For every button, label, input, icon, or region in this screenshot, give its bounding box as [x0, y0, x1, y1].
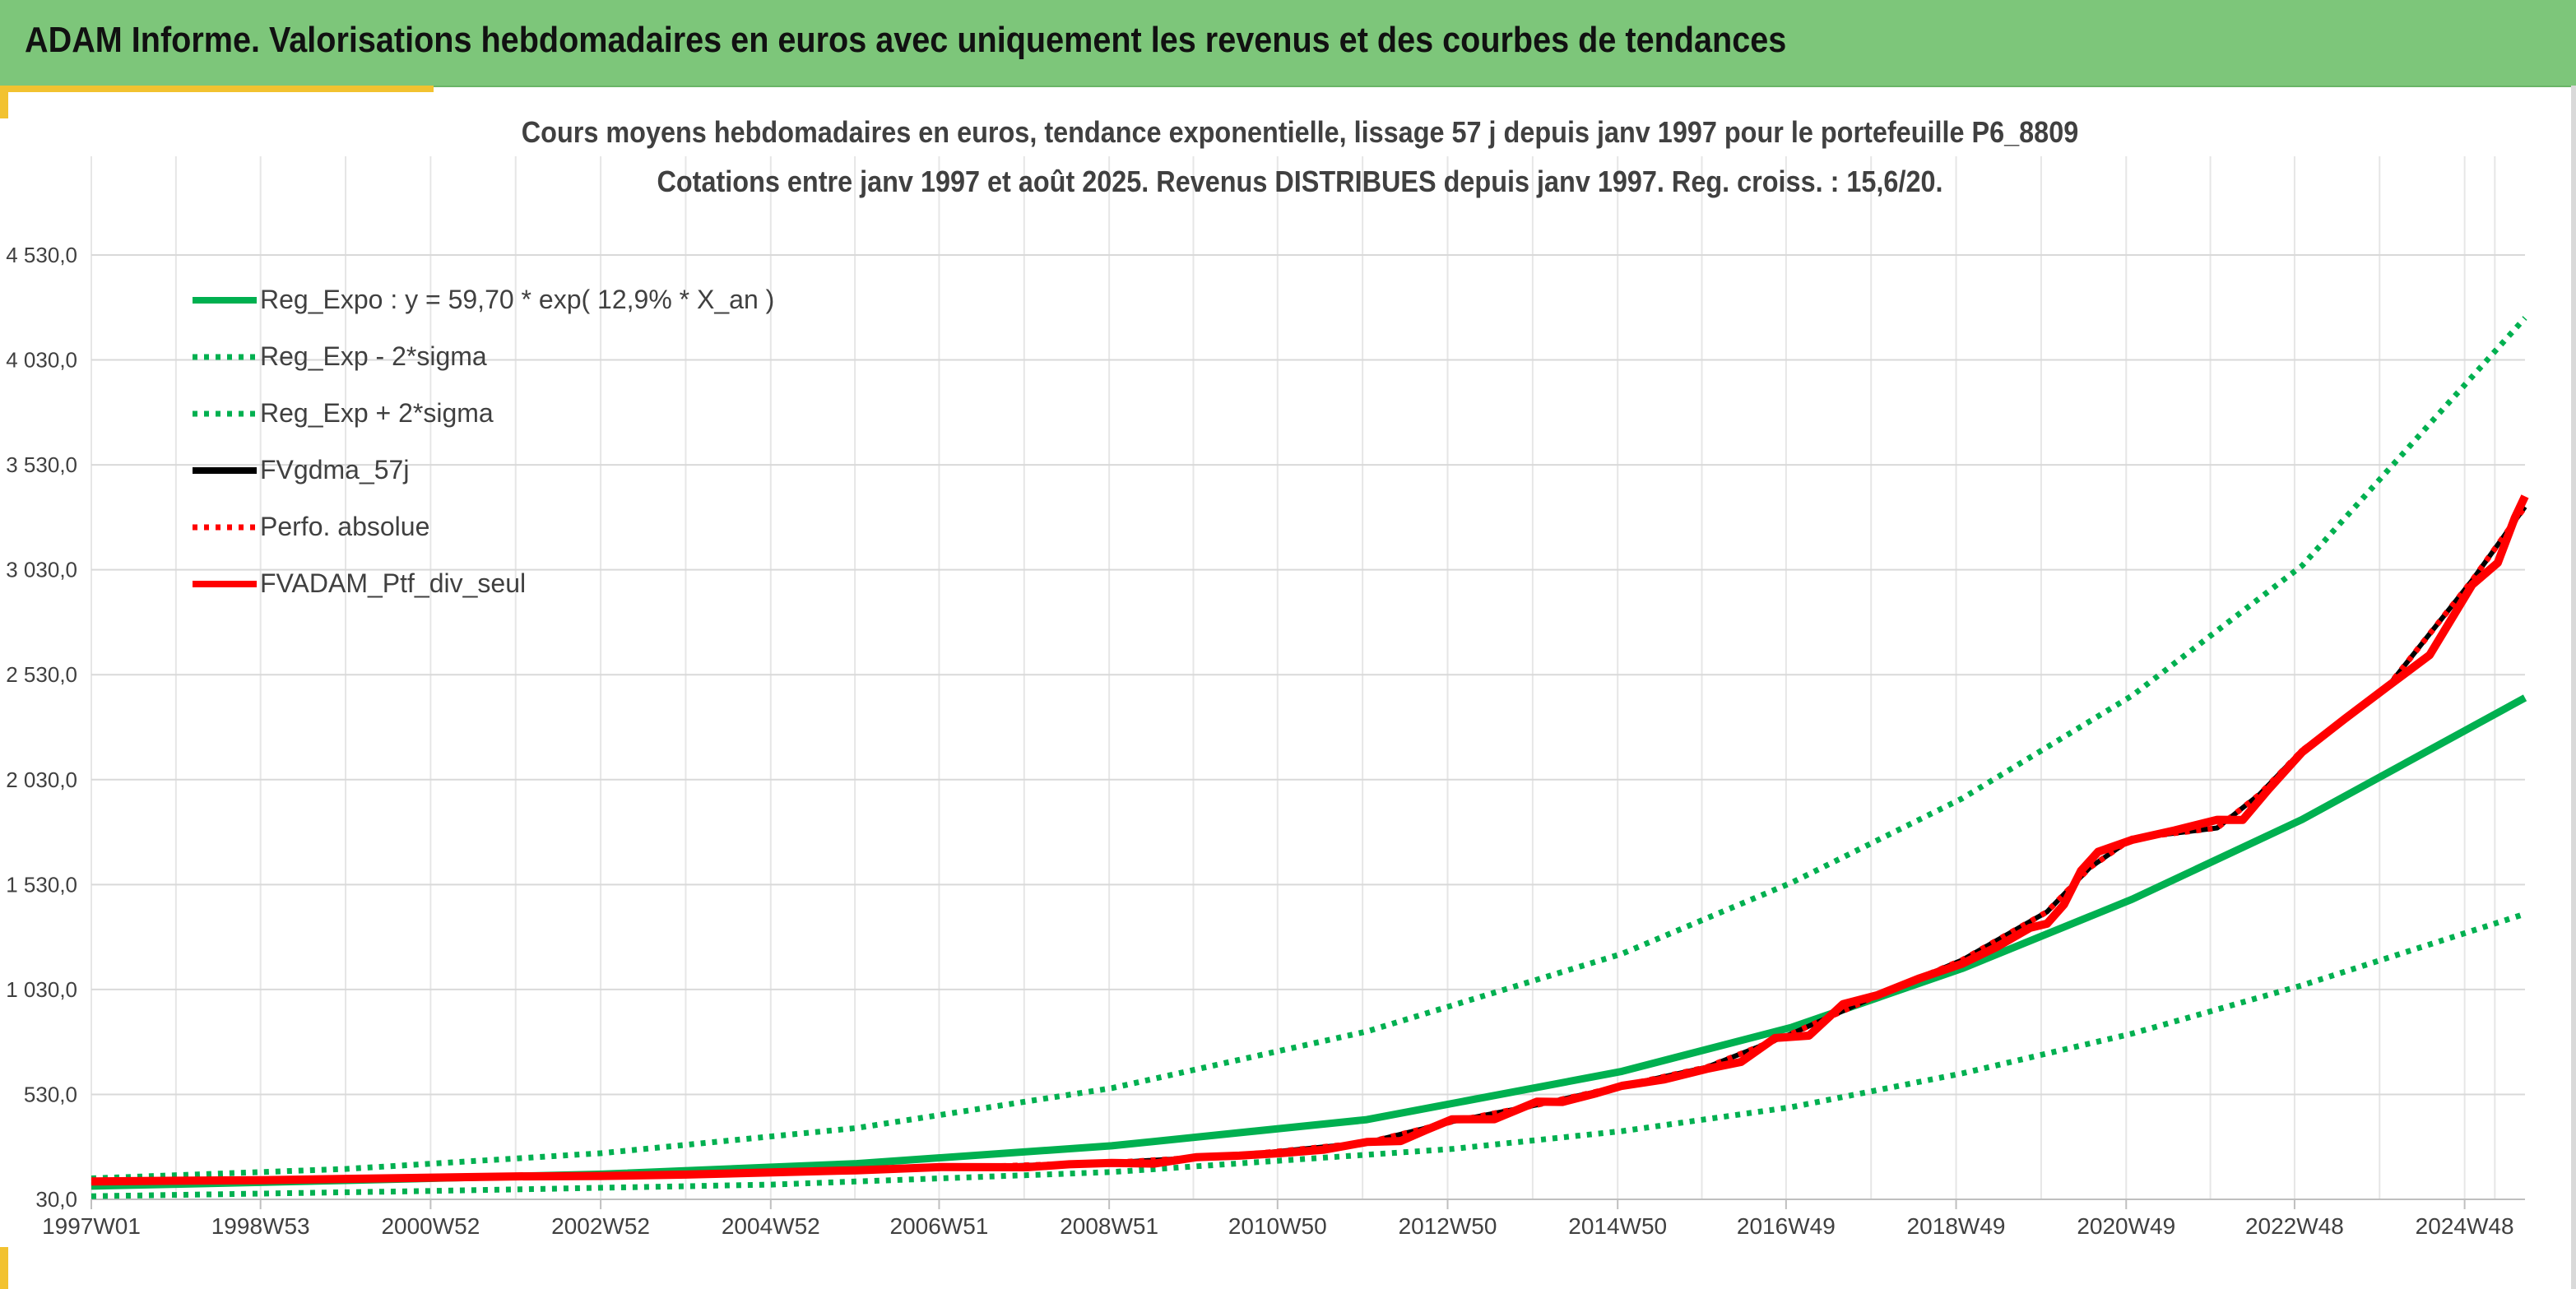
- legend-item: FVADAM_Ptf_div_seul: [191, 555, 774, 612]
- legend-item: Reg_Exp + 2*sigma: [191, 385, 774, 442]
- legend-label: Reg_Exp - 2*sigma: [260, 341, 487, 371]
- y-tick-label: 1 030,0: [6, 977, 77, 1002]
- x-tick-label: 2002W52: [551, 1213, 650, 1239]
- x-tick-label: 2000W52: [381, 1213, 480, 1239]
- accent-bar-top: [0, 86, 434, 92]
- banner-title: ADAM Informe. Valorisations hebdomadaire…: [25, 20, 1787, 60]
- accent-bar-left-bottom: [0, 1247, 8, 1289]
- legend-swatch: [193, 466, 257, 474]
- series-line-0: [91, 694, 2527, 1190]
- y-tick-label: 1 530,0: [6, 872, 77, 897]
- series-line-1: [91, 911, 2527, 1199]
- y-tick-label: 4 030,0: [6, 348, 77, 373]
- x-tick-label: 1998W53: [211, 1213, 310, 1239]
- legend-label: Perfo. absolue: [260, 512, 430, 541]
- y-tick-label: 3 530,0: [6, 452, 77, 477]
- x-tick-label: 1997W01: [42, 1213, 141, 1239]
- x-tick-label: 2018W49: [1907, 1213, 2006, 1239]
- legend-item: Perfo. absolue: [191, 498, 774, 555]
- legend-swatch: [193, 410, 257, 416]
- legend-swatch: [193, 580, 257, 587]
- x-tick-label: 2022W48: [2245, 1213, 2344, 1239]
- legend-item: Reg_Exp - 2*sigma: [191, 328, 774, 385]
- frame-right-edge: [2571, 86, 2576, 1289]
- x-tick-label: 2010W50: [1228, 1213, 1327, 1239]
- y-tick-label: 30,0: [35, 1187, 77, 1212]
- y-tick-label: 2 530,0: [6, 662, 77, 687]
- accent-bar-left: [0, 86, 8, 118]
- x-tick-label: 2016W49: [1737, 1213, 1836, 1239]
- series-line-4: [91, 505, 2527, 1185]
- legend-label: Reg_Exp + 2*sigma: [260, 398, 494, 428]
- y-tick-label: 3 030,0: [6, 558, 77, 582]
- x-tick-label: 2006W51: [890, 1213, 989, 1239]
- y-tick-label: 4 530,0: [6, 243, 77, 267]
- legend-label: FVADAM_Ptf_div_seul: [260, 568, 527, 598]
- legend-swatch: [193, 524, 257, 530]
- legend-swatch: [193, 296, 257, 304]
- legend-item: FVgdma_57j: [191, 442, 774, 498]
- chart-title: Cours moyens hebdomadaires en euros, ten…: [521, 115, 2079, 149]
- x-tick-label: 2012W50: [1399, 1213, 1497, 1239]
- y-tick-label: 2 030,0: [6, 767, 77, 792]
- chart-subtitle: Cotations entre janv 1997 et août 2025. …: [657, 165, 1943, 198]
- legend-label: FVgdma_57j: [260, 455, 410, 485]
- chart-legend: Reg_Expo : y = 59,70 * exp( 12,9% * X_an…: [191, 271, 774, 612]
- x-tick-label: 2014W50: [1568, 1213, 1667, 1239]
- x-tick-label: 2004W52: [722, 1213, 820, 1239]
- legend-label: Reg_Expo : y = 59,70 * exp( 12,9% * X_an…: [260, 285, 775, 314]
- legend-swatch: [193, 354, 257, 359]
- x-tick-label: 2020W49: [2077, 1213, 2175, 1239]
- header-banner: ADAM Informe. Valorisations hebdomadaire…: [0, 0, 2576, 87]
- y-tick-label: 530,0: [24, 1082, 77, 1106]
- x-tick-label: 2008W51: [1060, 1213, 1158, 1239]
- x-tick-label: 2024W48: [2416, 1213, 2514, 1239]
- series-line-2: [91, 316, 2527, 1181]
- legend-item: Reg_Expo : y = 59,70 * exp( 12,9% * X_an…: [191, 271, 774, 328]
